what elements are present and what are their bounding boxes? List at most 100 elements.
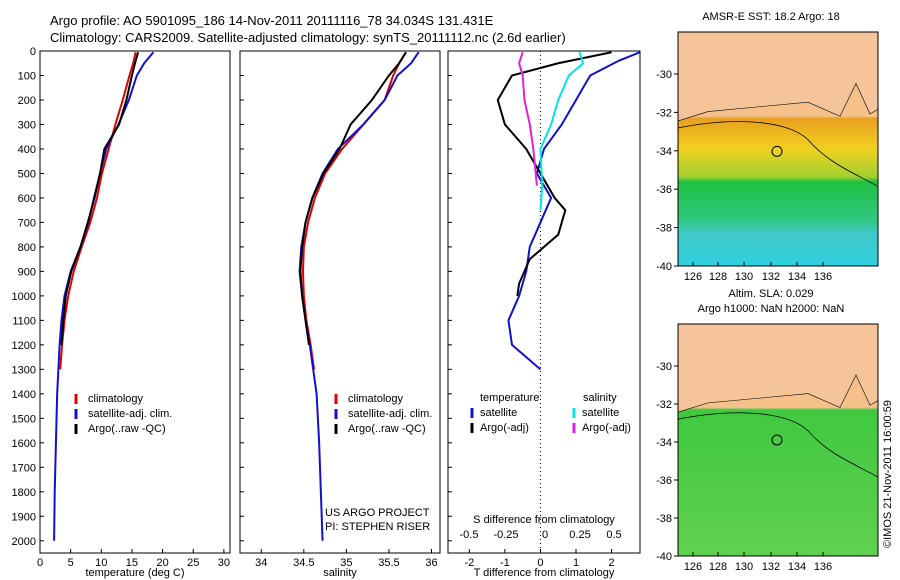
plot-title-line2: Climatology: CARS2009. Satellite-adjuste… xyxy=(50,30,566,45)
series-line xyxy=(60,51,140,345)
x-tick-label: 0 xyxy=(37,557,43,569)
map-x-tick-label: 134 xyxy=(788,271,806,283)
x-tick-label: -1 xyxy=(500,557,510,569)
y-tick-label: 400 xyxy=(18,144,36,156)
credit-label: ©IMOS 21-Nov-2011 16:00:59 xyxy=(882,400,894,548)
series-line xyxy=(518,51,538,186)
map-y-tick-label: -38 xyxy=(656,223,672,235)
y-tick-label: 0 xyxy=(30,46,36,58)
map-x-tick-label: 132 xyxy=(762,271,780,283)
map-y-tick-label: -38 xyxy=(656,513,672,525)
y-tick-label: 800 xyxy=(18,242,36,254)
x-tick-label: 34 xyxy=(255,557,267,569)
legend-title-temperature: temperature xyxy=(480,392,539,404)
series-line xyxy=(301,51,407,370)
map-title: Argo h1000: NaN h2000: NaN xyxy=(698,303,845,315)
x2-axis-label: S difference from climatology xyxy=(473,514,615,526)
x2-tick-label: -0.5 xyxy=(460,529,479,541)
legend-label: satellite-adj. clim. xyxy=(88,408,172,420)
x2-tick-label: 0.25 xyxy=(569,529,590,541)
x-tick-label: 25 xyxy=(187,557,199,569)
bathymetry-contour xyxy=(677,121,879,187)
x-tick-label: 35.5 xyxy=(378,557,399,569)
x-tick-label: 0 xyxy=(537,557,543,569)
map-x-tick-label: 128 xyxy=(709,271,727,283)
x-tick-label: 34.5 xyxy=(293,557,314,569)
y-tick-label: 1000 xyxy=(12,291,36,303)
map-y-tick-label: -34 xyxy=(656,437,672,449)
legend-label: satellite xyxy=(582,407,619,419)
x-axis-label: T difference from climatology xyxy=(474,567,615,579)
map-title: AMSR-E SST: 18.2 Argo: 18 xyxy=(702,11,840,23)
legend-label: Argo(-adj) xyxy=(480,422,529,434)
y-tick-label: 200 xyxy=(18,95,36,107)
y-tick-label: 1900 xyxy=(12,511,36,523)
x-tick-label: 35 xyxy=(340,557,352,569)
series-line xyxy=(496,51,612,297)
map-x-tick-label: 130 xyxy=(735,271,753,283)
x-axis-label: temperature (deg C) xyxy=(85,567,184,579)
map-x-tick-label: 126 xyxy=(684,271,702,283)
x-tick-label: 30 xyxy=(218,557,230,569)
legend-label: Argo(..raw -QC) xyxy=(348,423,426,435)
map-x-tick-label: 126 xyxy=(684,561,702,573)
plot-frame xyxy=(239,50,441,554)
y-tick-label: 1700 xyxy=(12,462,36,474)
legend-label: climatology xyxy=(88,393,144,405)
y-tick-label: 500 xyxy=(18,168,36,180)
map-x-tick-label: 136 xyxy=(814,271,832,283)
legend-title-salinity: salinity xyxy=(583,392,617,404)
plot-title-line1: Argo profile: AO 5901095_186 14-Nov-2011… xyxy=(50,13,494,28)
y-tick-label: 900 xyxy=(18,266,36,278)
y-tick-label: 100 xyxy=(18,70,36,82)
x-axis-label: salinity xyxy=(323,567,357,579)
x-tick-label: 10 xyxy=(95,557,107,569)
y-tick-label: 700 xyxy=(18,217,36,229)
x2-tick-label: 0 xyxy=(542,529,548,541)
bathymetry-contour xyxy=(677,412,879,478)
x-tick-label: -2 xyxy=(464,557,474,569)
y-tick-label: 1200 xyxy=(12,340,36,352)
legend-label: Argo(-adj) xyxy=(582,422,631,434)
y-tick-label: 1300 xyxy=(12,364,36,376)
series-line xyxy=(299,51,407,345)
map-y-tick-label: -40 xyxy=(656,261,672,273)
map-y-tick-label: -34 xyxy=(656,146,672,158)
map-x-tick-label: 134 xyxy=(788,561,806,573)
map-y-tick-label: -40 xyxy=(656,551,672,563)
map-y-tick-label: -36 xyxy=(656,184,672,196)
map-x-tick-label: 130 xyxy=(735,561,753,573)
series-line xyxy=(539,51,585,211)
legend-label: satellite-adj. clim. xyxy=(348,408,432,420)
y-tick-label: 1600 xyxy=(12,438,36,450)
x-tick-label: 2 xyxy=(608,557,614,569)
annotation-label: US ARGO PROJECT xyxy=(325,507,430,519)
legend-label: Argo(..raw -QC) xyxy=(88,423,166,435)
y-tick-label: 1100 xyxy=(12,315,36,327)
map-y-tick-label: -36 xyxy=(656,475,672,487)
plot-frame xyxy=(39,50,231,554)
map-y-tick-label: -32 xyxy=(656,399,672,411)
y-tick-label: 1800 xyxy=(12,487,36,499)
series-line xyxy=(507,51,641,371)
map-y-tick-label: -30 xyxy=(656,69,672,81)
y-tick-label: 1400 xyxy=(12,389,36,401)
x-tick-label: 36 xyxy=(425,557,437,569)
map-frame xyxy=(677,323,879,557)
annotation-label: PI: STEPHEN RISER xyxy=(325,521,430,533)
y-tick-label: 1500 xyxy=(12,413,36,425)
plot-frame xyxy=(447,50,641,554)
map-y-tick-label: -32 xyxy=(656,107,672,119)
map-x-tick-label: 128 xyxy=(709,561,727,573)
argo-position-marker xyxy=(771,145,783,157)
x2-tick-label: 0.5 xyxy=(606,529,621,541)
map-frame xyxy=(677,31,879,267)
x-tick-label: 5 xyxy=(68,557,74,569)
y-tick-label: 300 xyxy=(18,119,36,131)
map-y-tick-label: -30 xyxy=(656,361,672,373)
series-line xyxy=(59,52,137,370)
y-tick-label: 2000 xyxy=(12,536,36,548)
series-line xyxy=(298,51,420,541)
x2-tick-label: -0.25 xyxy=(493,529,518,541)
